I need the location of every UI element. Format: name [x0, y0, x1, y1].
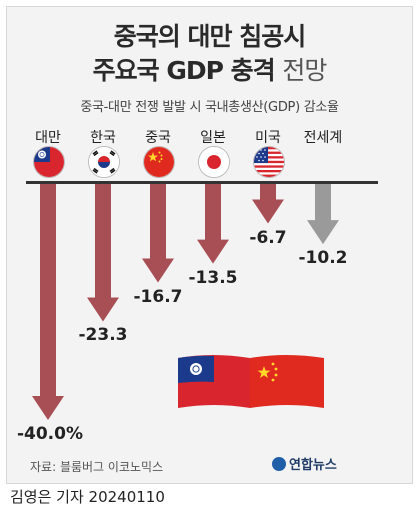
- bar-world: [307, 184, 339, 245]
- china-flag-icon: [143, 146, 175, 178]
- category-label-world: 전세계: [303, 130, 343, 146]
- chart-title-line1: 중국의 대만 침공시: [113, 22, 306, 51]
- category-label-japan: 일본: [200, 130, 226, 146]
- category-label-usa: 미국: [255, 130, 281, 146]
- category-label-taiwan: 대만: [35, 130, 61, 146]
- data-label-usa: -6.7: [249, 227, 287, 248]
- logo-text: 연합뉴스: [289, 458, 337, 473]
- category-label-korea: 한국: [90, 130, 116, 146]
- source-note: 자료: 블룸버그 이코노믹스: [30, 460, 164, 474]
- reporter-credit: 김영은 기자 20240110: [10, 488, 165, 506]
- data-label-taiwan: -40.0%: [16, 424, 84, 444]
- data-label-china: -16.7: [133, 286, 183, 307]
- bar-usa: [252, 184, 284, 224]
- data-label-world: -10.2: [298, 248, 348, 269]
- bar-taiwan: [32, 184, 64, 420]
- bar-korea: [87, 184, 119, 322]
- x-axis-baseline: [26, 181, 378, 184]
- usa-flag-icon: [253, 146, 285, 178]
- data-label-japan: -13.5: [188, 267, 238, 288]
- taiwan-flag-icon: [33, 146, 65, 178]
- taiwan-china-flags-illustration: [178, 355, 324, 408]
- data-label-korea: -23.3: [78, 325, 128, 346]
- japan-flag-icon: [198, 146, 230, 178]
- category-label-china: 중국: [145, 130, 171, 146]
- chart-subtitle: 중국-대만 전쟁 발발 시 국내총생산(GDP) 감소율: [80, 100, 339, 115]
- korea-flag-icon: [88, 146, 120, 178]
- chart-title-line2: 주요국 GDP 충격 전망: [0, 56, 419, 86]
- bar-china: [142, 184, 174, 283]
- chart-title-light: 전망: [282, 56, 327, 85]
- chart-title-bold: 주요국 GDP 충격: [92, 56, 276, 85]
- yonhap-logo: 연합뉴스: [272, 454, 337, 473]
- yonhap-logo-icon: [272, 457, 286, 471]
- bar-japan: [197, 184, 229, 264]
